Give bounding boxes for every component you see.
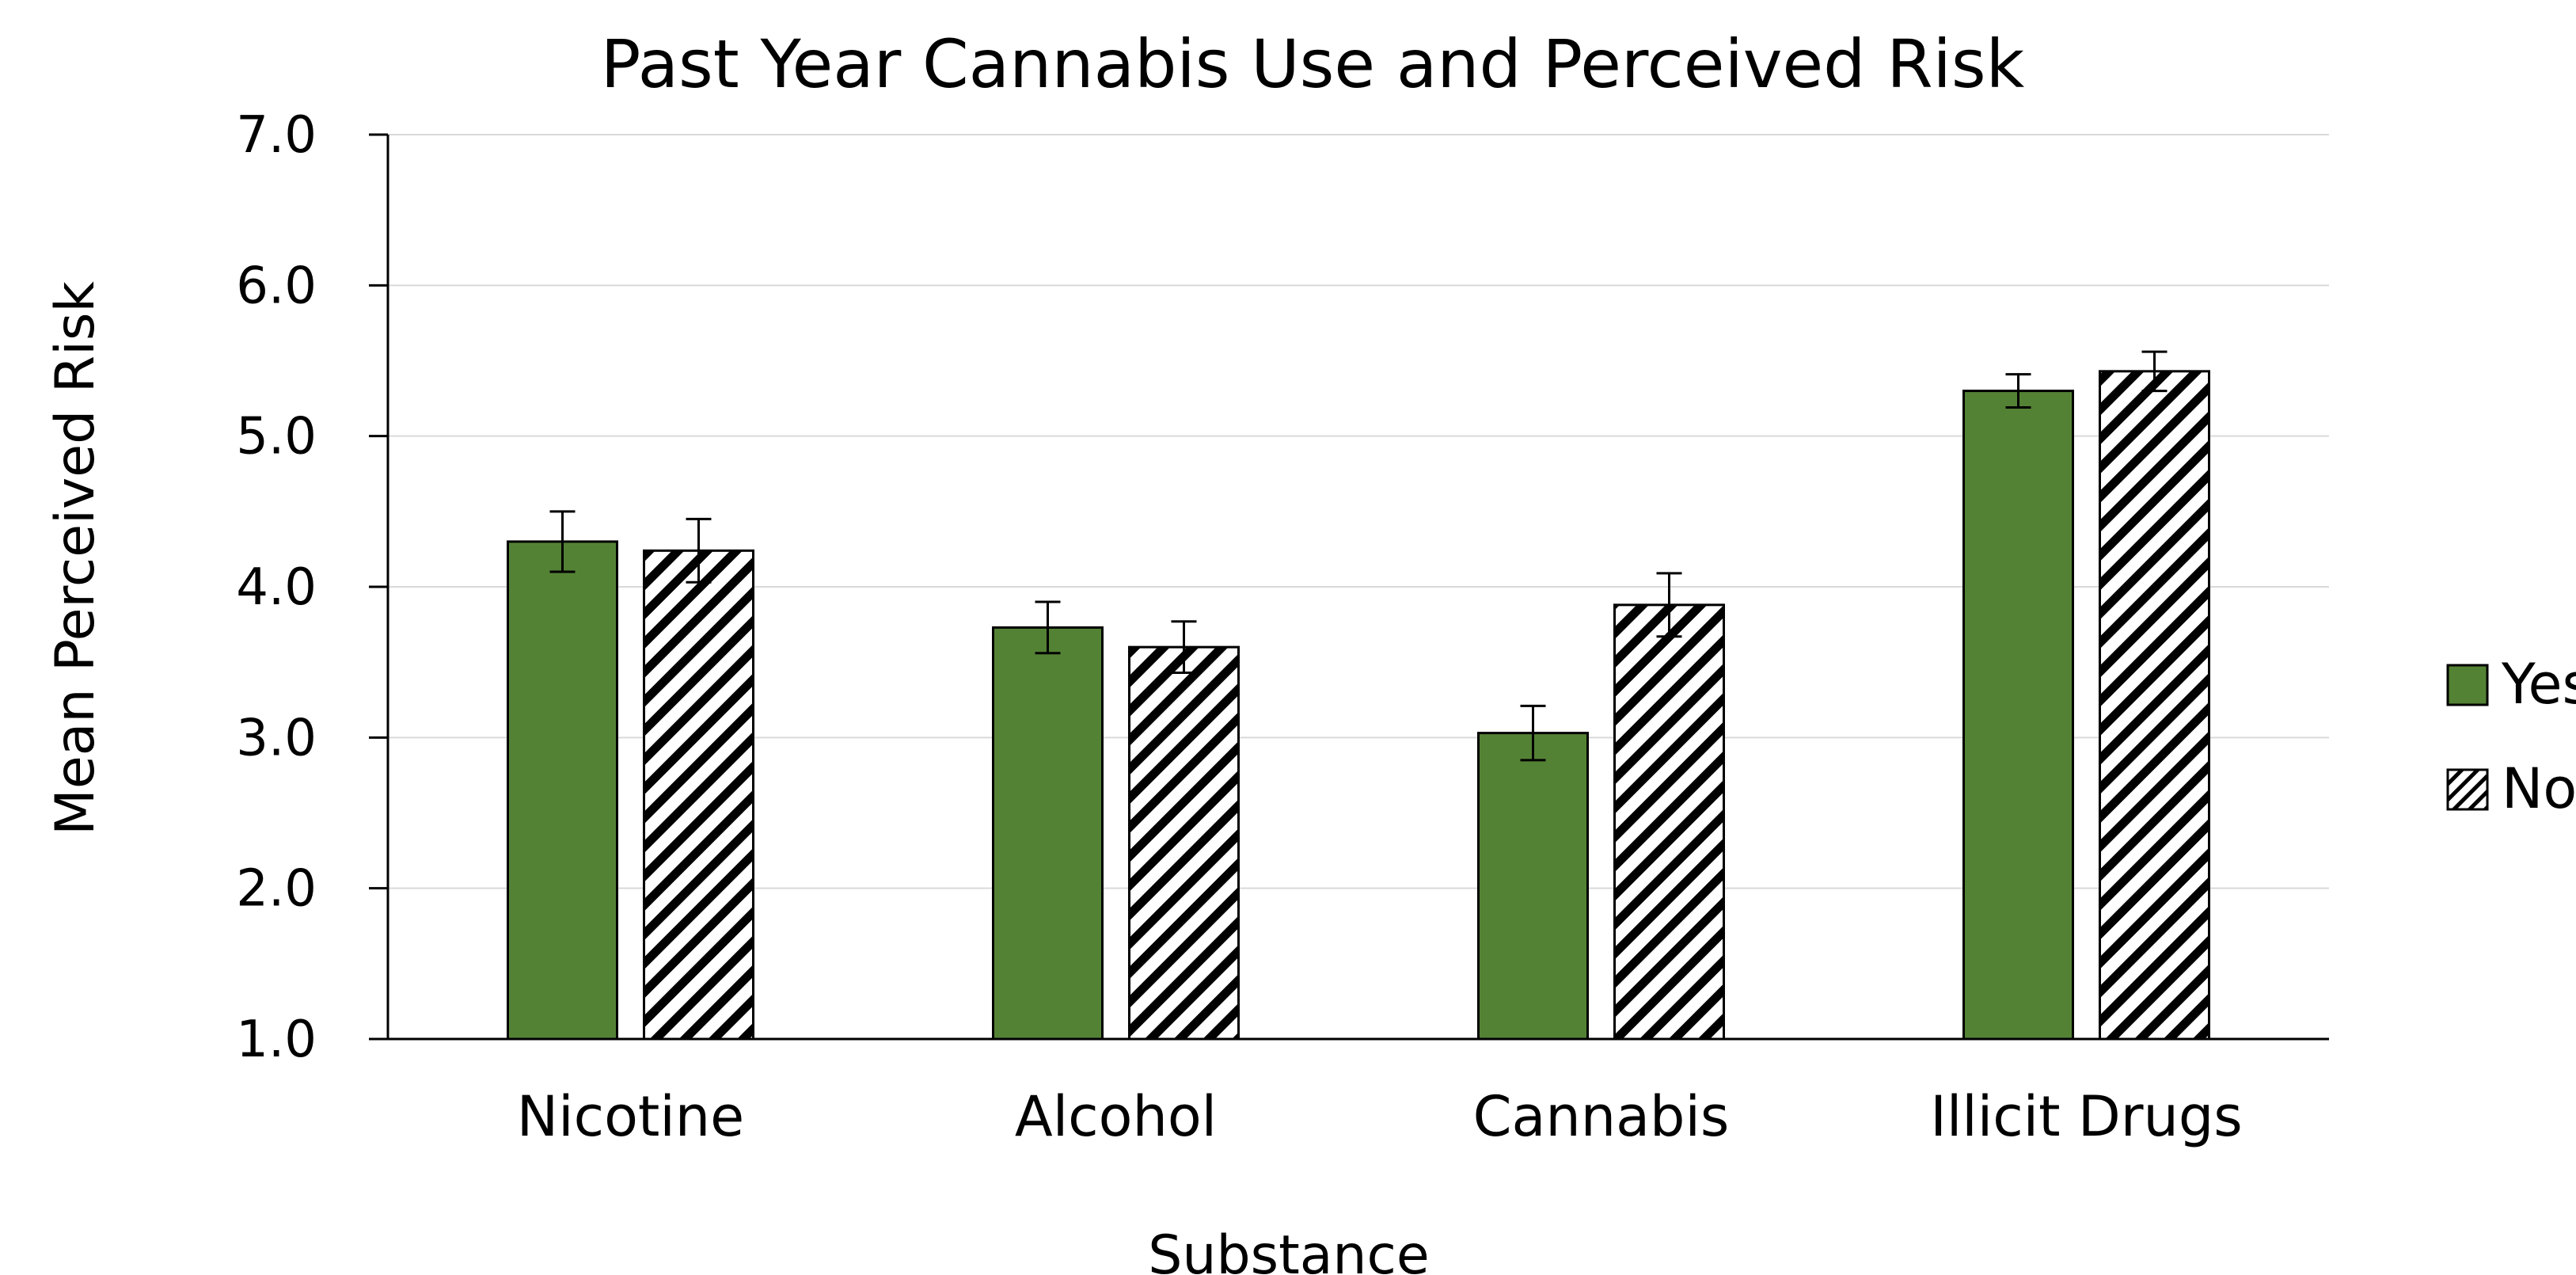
bar-yes	[992, 626, 1104, 1041]
y-tick-label: 1.0	[236, 1010, 317, 1069]
category-labels: Nicotine Alcohol Cannabis Illicit Drugs	[517, 1084, 2243, 1149]
y-axis-label: Mean Perceived Risk	[44, 281, 107, 835]
category-label: Cannabis	[1473, 1084, 1730, 1149]
category-label: Illicit Drugs	[1930, 1084, 2243, 1149]
legend: Yes No	[2446, 652, 2576, 821]
legend-swatch	[2446, 768, 2489, 811]
y-tick-label: 5.0	[236, 408, 317, 466]
legend-label: No	[2502, 756, 2576, 821]
axes	[386, 135, 2329, 1041]
bar-no	[2099, 370, 2210, 1041]
bar-yes	[1962, 390, 2074, 1041]
bars	[507, 350, 2210, 1041]
y-tick-label: 7.0	[236, 106, 317, 165]
chart-title: Past Year Cannabis Use and Perceived Ris…	[601, 25, 2025, 103]
y-tick-label: 2.0	[236, 860, 317, 919]
y-tick-label: 3.0	[236, 709, 317, 767]
x-axis-label: Substance	[1148, 1224, 1430, 1275]
legend-label: Yes	[2501, 652, 2576, 717]
bar-no	[1128, 645, 1240, 1041]
bar-no	[1613, 603, 1725, 1041]
y-tick-label: 4.0	[236, 558, 317, 617]
category-label: Nicotine	[517, 1084, 744, 1149]
bar-yes	[507, 540, 618, 1041]
bar-no	[643, 549, 754, 1041]
legend-swatch	[2446, 664, 2489, 706]
category-label: Alcohol	[1015, 1084, 1217, 1149]
bar-yes	[1477, 732, 1589, 1041]
y-tick-label: 6.0	[236, 257, 317, 315]
y-tick-labels: 1.0 2.0 3.0 4.0 5.0 6.0 7.0	[236, 106, 317, 1069]
